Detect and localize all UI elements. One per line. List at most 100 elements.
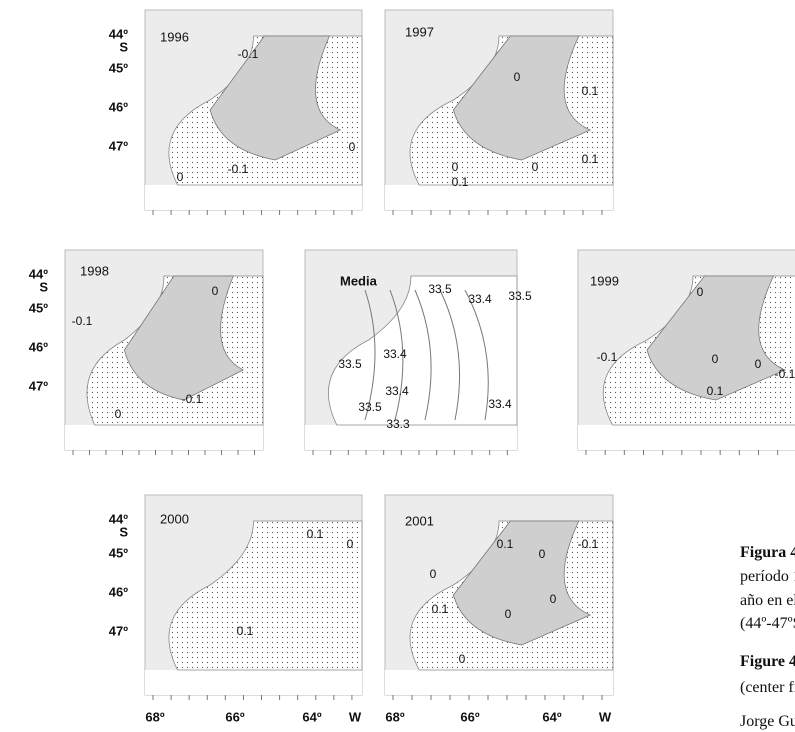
lat-label: 44º (109, 26, 128, 41)
lat-label: S (119, 524, 128, 539)
contour-label: 33.5 (358, 400, 382, 414)
contour-label: 0 (347, 537, 354, 551)
lat-label: 45º (109, 545, 128, 560)
map-panel: 2001 0.1 0 -0.1 0 0.1 0 0 0 (384, 494, 614, 700)
caption-text: (44º-47ºS). (740, 615, 795, 632)
anomaly-area (123, 275, 245, 401)
map-panel: 1998 0 -0.1 0 -0.1 (64, 249, 264, 455)
map-panel: 1999 0 -0.1 0 0 0.1 -0.1 (577, 249, 795, 455)
contour-label: 0 (550, 592, 557, 606)
contour-label: 33.4 (383, 347, 407, 361)
map-panel: 1996 -0.1 0 -0.1 0 (144, 9, 363, 215)
contour-label: 33.3 (386, 417, 410, 431)
caption-text: año en el en (740, 592, 795, 609)
caption-line: año en el en (740, 592, 795, 609)
anomaly-area (452, 35, 592, 161)
anomaly-area (209, 35, 342, 161)
sea-area (168, 520, 363, 671)
contour-label: 33.4 (488, 397, 512, 411)
contour-label: 0 (505, 607, 512, 621)
lon-label: 66º (225, 709, 244, 724)
caption-line: Figure 4. M (740, 653, 795, 670)
bottom-strip (145, 185, 362, 210)
lat-label: S (119, 39, 128, 54)
bottom-strip (65, 425, 263, 450)
contour-label: 0.1 (237, 624, 254, 638)
contour-label: 0 (212, 284, 219, 298)
isoline (364, 289, 376, 421)
contour-label: 0 (532, 160, 539, 174)
contour-label: -0.1 (228, 162, 249, 176)
contour-label: -0.1 (72, 314, 93, 328)
anomaly-area (452, 520, 592, 646)
caption-line: período 1996 (740, 568, 795, 585)
contour-label: 0.1 (307, 527, 324, 541)
lon-label: W (599, 709, 612, 724)
contour-label: 0.1 (582, 84, 599, 98)
contour-label: 0.1 (452, 175, 469, 189)
contour-label: 0 (349, 140, 356, 154)
contour-label: 0 (430, 567, 437, 581)
caption-line: (44º-47ºS). (740, 615, 795, 632)
contour-label: 0 (459, 652, 466, 666)
lat-label: 44º (29, 266, 48, 281)
sea-area (328, 275, 518, 426)
contour-label: -0.1 (182, 392, 203, 406)
isoline (439, 289, 461, 421)
contour-label: 33.4 (385, 384, 409, 398)
bottom-strip (305, 425, 517, 450)
lon-label: 66º (460, 709, 479, 724)
lon-label: 68º (385, 709, 404, 724)
contour-label: 0 (115, 407, 122, 421)
contour-label: -0.1 (238, 47, 259, 61)
lat-label: S (39, 279, 48, 294)
contour-label: 0 (712, 352, 719, 366)
panel-label: 1999 (590, 273, 619, 288)
caption-text: período 1996 (740, 568, 795, 585)
isoline (464, 289, 489, 421)
contour-label: 33.5 (338, 357, 362, 371)
isoline (389, 289, 404, 421)
contour-label: 33.4 (468, 292, 492, 306)
contour-label: 0 (697, 285, 704, 299)
contour-label: 0 (177, 170, 184, 184)
caption-label: Figure 4. (740, 653, 795, 670)
contour-label: 0 (514, 70, 521, 84)
lat-label: 46º (109, 584, 128, 599)
isoline (414, 289, 432, 421)
lat-label: 47º (109, 138, 128, 153)
bottom-strip (145, 670, 362, 695)
caption-text: Jorge Gulf a (740, 713, 795, 730)
lat-label: 47º (109, 623, 128, 638)
bottom-strip (578, 425, 795, 450)
panel-label: 1996 (160, 29, 189, 44)
lon-label: 68º (145, 709, 164, 724)
contour-label: 0.1 (432, 602, 449, 616)
caption-line: Figura 4. V (740, 544, 795, 561)
contour-label: -0.1 (597, 350, 618, 364)
contour-label: 0.1 (497, 537, 514, 551)
contour-label: -0.1 (775, 367, 795, 381)
panel-label: 1997 (405, 24, 434, 39)
panel-label: Media (340, 273, 378, 288)
contour-label: 0 (452, 160, 459, 174)
panel-label: 2001 (405, 513, 434, 528)
contour-label: 33.5 (428, 282, 452, 296)
contour-label: 0.1 (707, 384, 724, 398)
lon-label: W (349, 709, 362, 724)
map-panel: 2000 0.1 0 0.1 (144, 494, 363, 700)
lat-label: 45º (29, 300, 48, 315)
contour-label: 0 (755, 357, 762, 371)
lat-label: 46º (29, 339, 48, 354)
bottom-strip (385, 670, 613, 695)
caption-line: Jorge Gulf a (740, 713, 795, 730)
lon-label: 64º (542, 709, 561, 724)
lat-label: 46º (109, 99, 128, 114)
anomaly-area (646, 275, 787, 401)
bottom-strip (385, 185, 613, 210)
lat-label: 45º (109, 60, 128, 75)
caption-line: (center figu (740, 679, 795, 696)
